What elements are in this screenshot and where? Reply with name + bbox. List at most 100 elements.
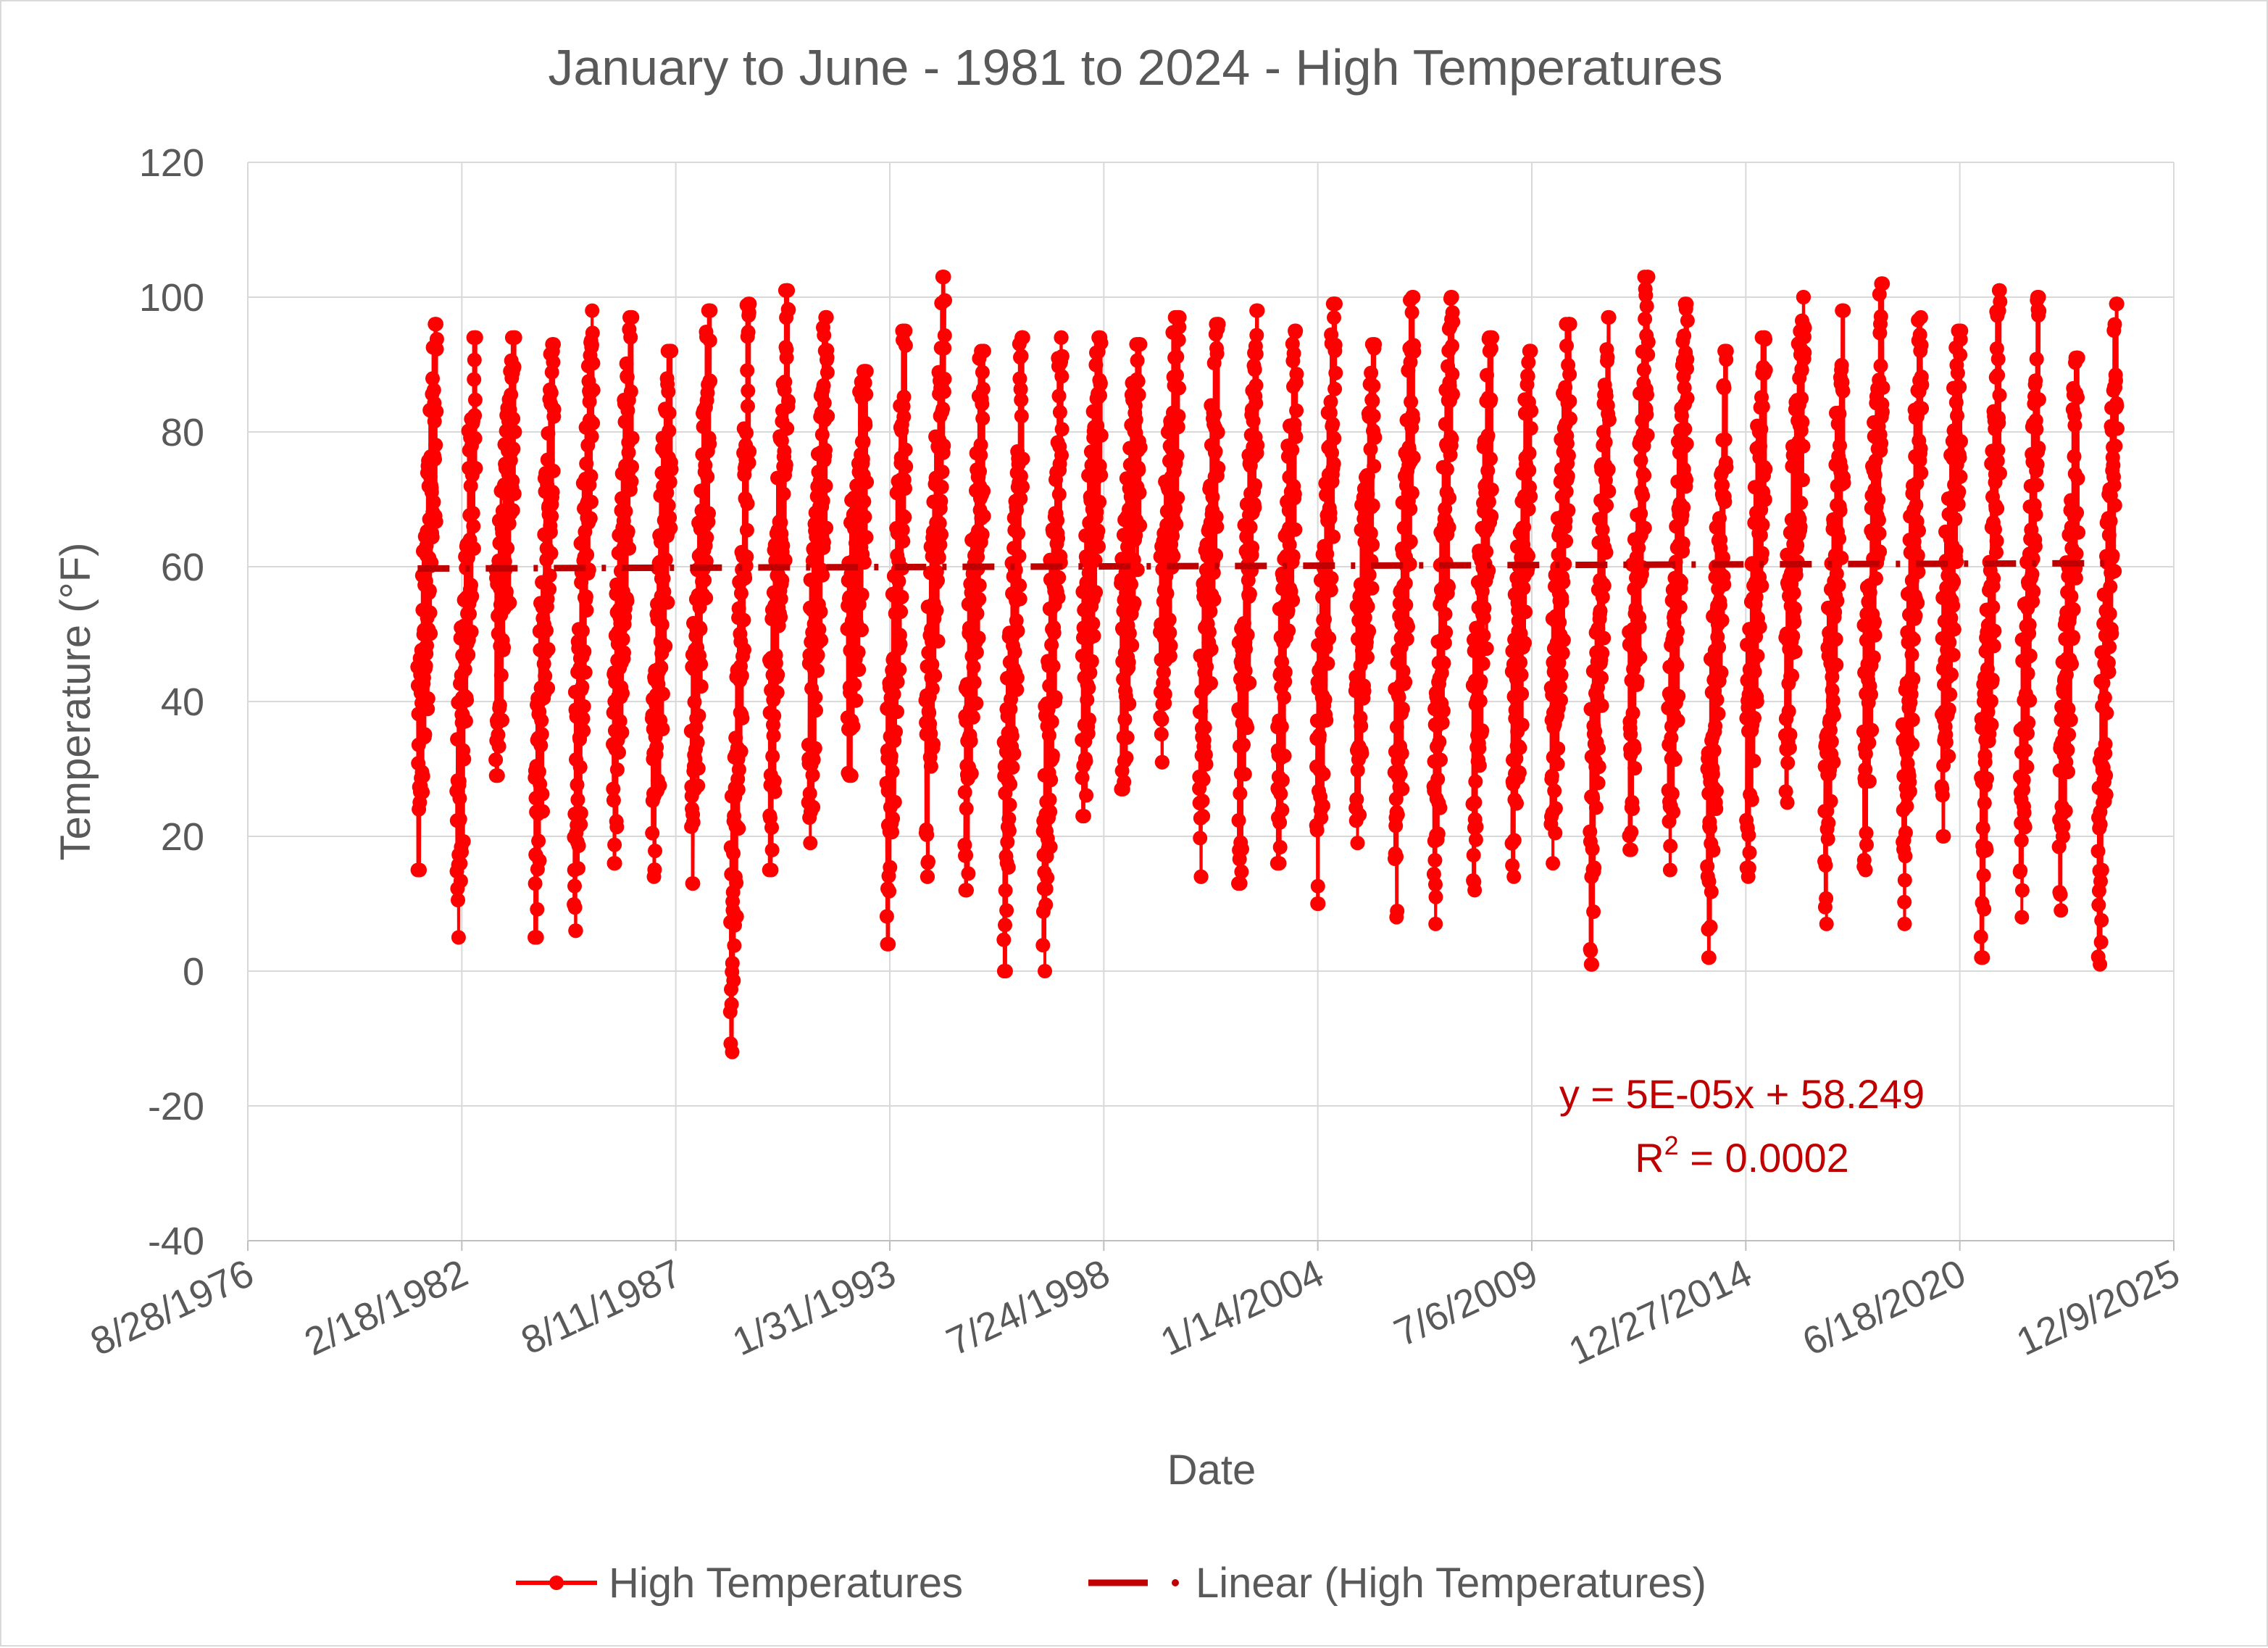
data-point-high-temperature	[764, 820, 779, 835]
data-point-high-temperature	[528, 876, 543, 891]
data-point-high-temperature	[1522, 463, 1537, 478]
data-point-high-temperature	[1951, 497, 1966, 512]
data-point-high-temperature	[1365, 394, 1380, 409]
data-point-high-temperature	[578, 665, 593, 680]
data-point-high-temperature	[2097, 690, 2112, 705]
data-point-high-temperature	[812, 622, 827, 637]
data-point-high-temperature	[2027, 538, 2043, 554]
data-point-high-temperature	[417, 727, 433, 742]
data-point-high-temperature	[1154, 712, 1170, 727]
data-point-high-temperature	[1897, 894, 1912, 910]
data-point-high-temperature	[896, 389, 912, 404]
x-tick-label: 2/18/1982	[298, 1251, 474, 1364]
data-point-high-temperature	[1588, 724, 1603, 738]
data-point-high-temperature	[1250, 438, 1265, 453]
data-point-high-temperature	[2025, 552, 2040, 567]
data-point-high-temperature	[885, 764, 900, 779]
data-point-high-temperature	[1559, 436, 1575, 451]
data-point-high-temperature	[606, 781, 621, 796]
data-point-high-temperature	[1439, 462, 1454, 477]
y-tick-label: 80	[161, 411, 204, 454]
data-point-high-temperature	[1324, 570, 1339, 586]
legend-item-linear[interactable]: Linear (High Temperatures)	[1088, 1560, 1706, 1607]
data-point-high-temperature	[1864, 687, 1878, 702]
data-point-high-temperature	[775, 573, 790, 588]
data-point-high-temperature	[1326, 457, 1341, 471]
data-point-high-temperature	[585, 303, 600, 318]
data-point-high-temperature	[2104, 626, 2119, 641]
data-point-high-temperature	[1326, 529, 1341, 544]
data-point-high-temperature	[1869, 571, 1883, 586]
data-point-high-temperature	[1640, 387, 1654, 402]
data-point-high-temperature	[1238, 641, 1253, 657]
data-point-high-temperature	[584, 494, 599, 509]
data-point-high-temperature	[893, 637, 908, 652]
data-point-high-temperature	[731, 821, 746, 836]
data-point-high-temperature	[1941, 702, 1956, 717]
data-point-high-temperature	[937, 371, 952, 386]
data-point-high-temperature	[1430, 772, 1446, 787]
data-point-high-temperature	[1288, 429, 1304, 444]
data-point-high-temperature	[1171, 333, 1186, 348]
data-point-high-temperature	[506, 411, 521, 426]
data-point-high-temperature	[2029, 351, 2044, 367]
data-point-high-temperature	[1117, 774, 1132, 789]
data-point-high-temperature	[687, 694, 702, 709]
data-point-high-temperature	[1670, 624, 1685, 639]
data-point-high-temperature	[1910, 595, 1925, 610]
data-point-high-temperature	[1389, 849, 1404, 865]
legend-item-high-temperatures[interactable]: High Temperatures	[516, 1560, 963, 1607]
data-point-high-temperature	[930, 573, 945, 588]
data-point-high-temperature	[1248, 378, 1264, 393]
data-point-high-temperature	[1719, 459, 1734, 475]
data-point-high-temperature	[731, 762, 746, 777]
data-point-high-temperature	[776, 486, 791, 502]
data-point-high-temperature	[1664, 786, 1680, 802]
data-point-high-temperature	[607, 856, 622, 871]
data-point-high-temperature	[1196, 733, 1212, 748]
data-point-high-temperature	[1133, 337, 1148, 352]
data-point-high-temperature	[576, 723, 591, 738]
data-point-high-temperature	[880, 783, 896, 799]
data-point-high-temperature	[1554, 693, 1568, 708]
data-point-high-temperature	[691, 761, 706, 776]
data-point-high-temperature	[2108, 438, 2123, 454]
data-point-high-temperature	[1286, 346, 1301, 361]
data-point-high-temperature	[1906, 534, 1922, 549]
data-point-high-temperature	[1362, 567, 1377, 583]
data-point-high-temperature	[491, 727, 506, 742]
data-point-high-temperature	[1676, 500, 1691, 515]
data-point-high-temperature	[1130, 353, 1145, 368]
data-point-high-temperature	[1913, 309, 1928, 325]
data-point-high-temperature	[1442, 491, 1457, 506]
data-point-high-temperature	[1942, 635, 1957, 650]
data-point-high-temperature	[1973, 929, 1988, 944]
data-point-high-temperature	[730, 782, 746, 797]
data-point-high-temperature	[1010, 623, 1025, 638]
data-point-high-temperature	[1911, 523, 1926, 538]
data-point-high-temperature	[584, 429, 599, 444]
data-point-high-temperature	[966, 659, 981, 675]
data-point-high-temperature	[923, 759, 938, 774]
data-point-high-temperature	[2098, 787, 2114, 802]
data-point-high-temperature	[1125, 638, 1140, 653]
data-point-high-temperature	[2054, 903, 2069, 918]
data-point-high-temperature	[1006, 746, 1022, 762]
data-point-high-temperature	[1757, 492, 1772, 507]
data-point-high-temperature	[420, 702, 435, 717]
trendline-linear-high-temperatures	[417, 559, 2118, 573]
data-point-high-temperature	[1285, 593, 1301, 608]
x-tick-label: 8/11/1987	[514, 1251, 688, 1362]
data-point-high-temperature	[621, 445, 636, 460]
data-point-high-temperature	[572, 760, 588, 775]
data-point-high-temperature	[1193, 869, 1209, 884]
data-point-high-temperature	[1086, 628, 1101, 644]
data-point-high-temperature	[2106, 457, 2121, 473]
data-point-high-temperature	[570, 792, 585, 807]
data-point-high-temperature	[429, 332, 444, 346]
data-point-high-temperature	[2109, 296, 2125, 312]
data-point-high-temperature	[1747, 664, 1762, 679]
data-point-high-temperature	[1309, 823, 1325, 838]
data-point-high-temperature	[2101, 528, 2117, 543]
data-point-high-temperature	[1712, 640, 1727, 655]
